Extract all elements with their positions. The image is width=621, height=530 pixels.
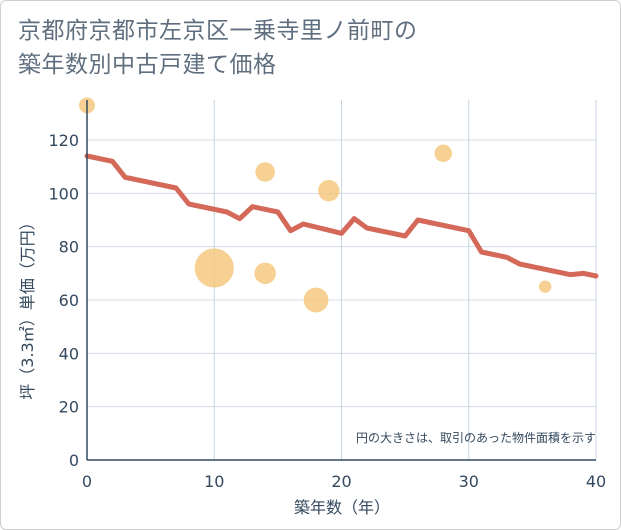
y-tick-label: 40 xyxy=(59,344,79,363)
average-price-line xyxy=(84,153,599,279)
chart-title: 京都府京都市左京区一乗寺里ノ前町の 築年数別中古戸建て価格 xyxy=(18,14,608,82)
grid xyxy=(87,100,597,460)
x-tick-label: 20 xyxy=(331,472,351,491)
scatter-point xyxy=(303,287,329,313)
scatter-series xyxy=(79,97,552,313)
scatter-point xyxy=(318,179,340,202)
scatter-point xyxy=(194,248,234,288)
y-tick-label: 20 xyxy=(59,398,79,417)
y-tick-label: 120 xyxy=(48,131,79,150)
y-axis-title: 坪（3.3㎡）単価（万円） xyxy=(18,214,37,399)
chart-title-line1: 京都府京都市左京区一乗寺里ノ前町の xyxy=(18,18,418,44)
axes: 0 20 40 60 80 100 120 0 10 20 30 40 xyxy=(48,100,606,491)
size-note: 円の大きさは、取引のあった物件面積を示す xyxy=(356,430,596,445)
x-tick-label: 0 xyxy=(82,472,92,491)
x-tick-label: 40 xyxy=(586,472,606,491)
scatter-point xyxy=(538,280,552,293)
x-axis-title: 築年数（年） xyxy=(294,498,390,517)
y-tick-label: 60 xyxy=(59,291,79,310)
y-tick-label: 100 xyxy=(48,184,79,203)
scatter-point xyxy=(255,162,275,182)
x-tick-label: 30 xyxy=(459,472,479,491)
scatter-point xyxy=(434,144,453,163)
chart-title-line2: 築年数別中古戸建て価格 xyxy=(18,52,277,78)
line-series xyxy=(84,153,599,279)
y-tick-label: 0 xyxy=(69,451,79,470)
scatter-point xyxy=(254,262,276,285)
y-tick-label: 80 xyxy=(59,238,79,257)
x-tick-label: 10 xyxy=(204,472,224,491)
